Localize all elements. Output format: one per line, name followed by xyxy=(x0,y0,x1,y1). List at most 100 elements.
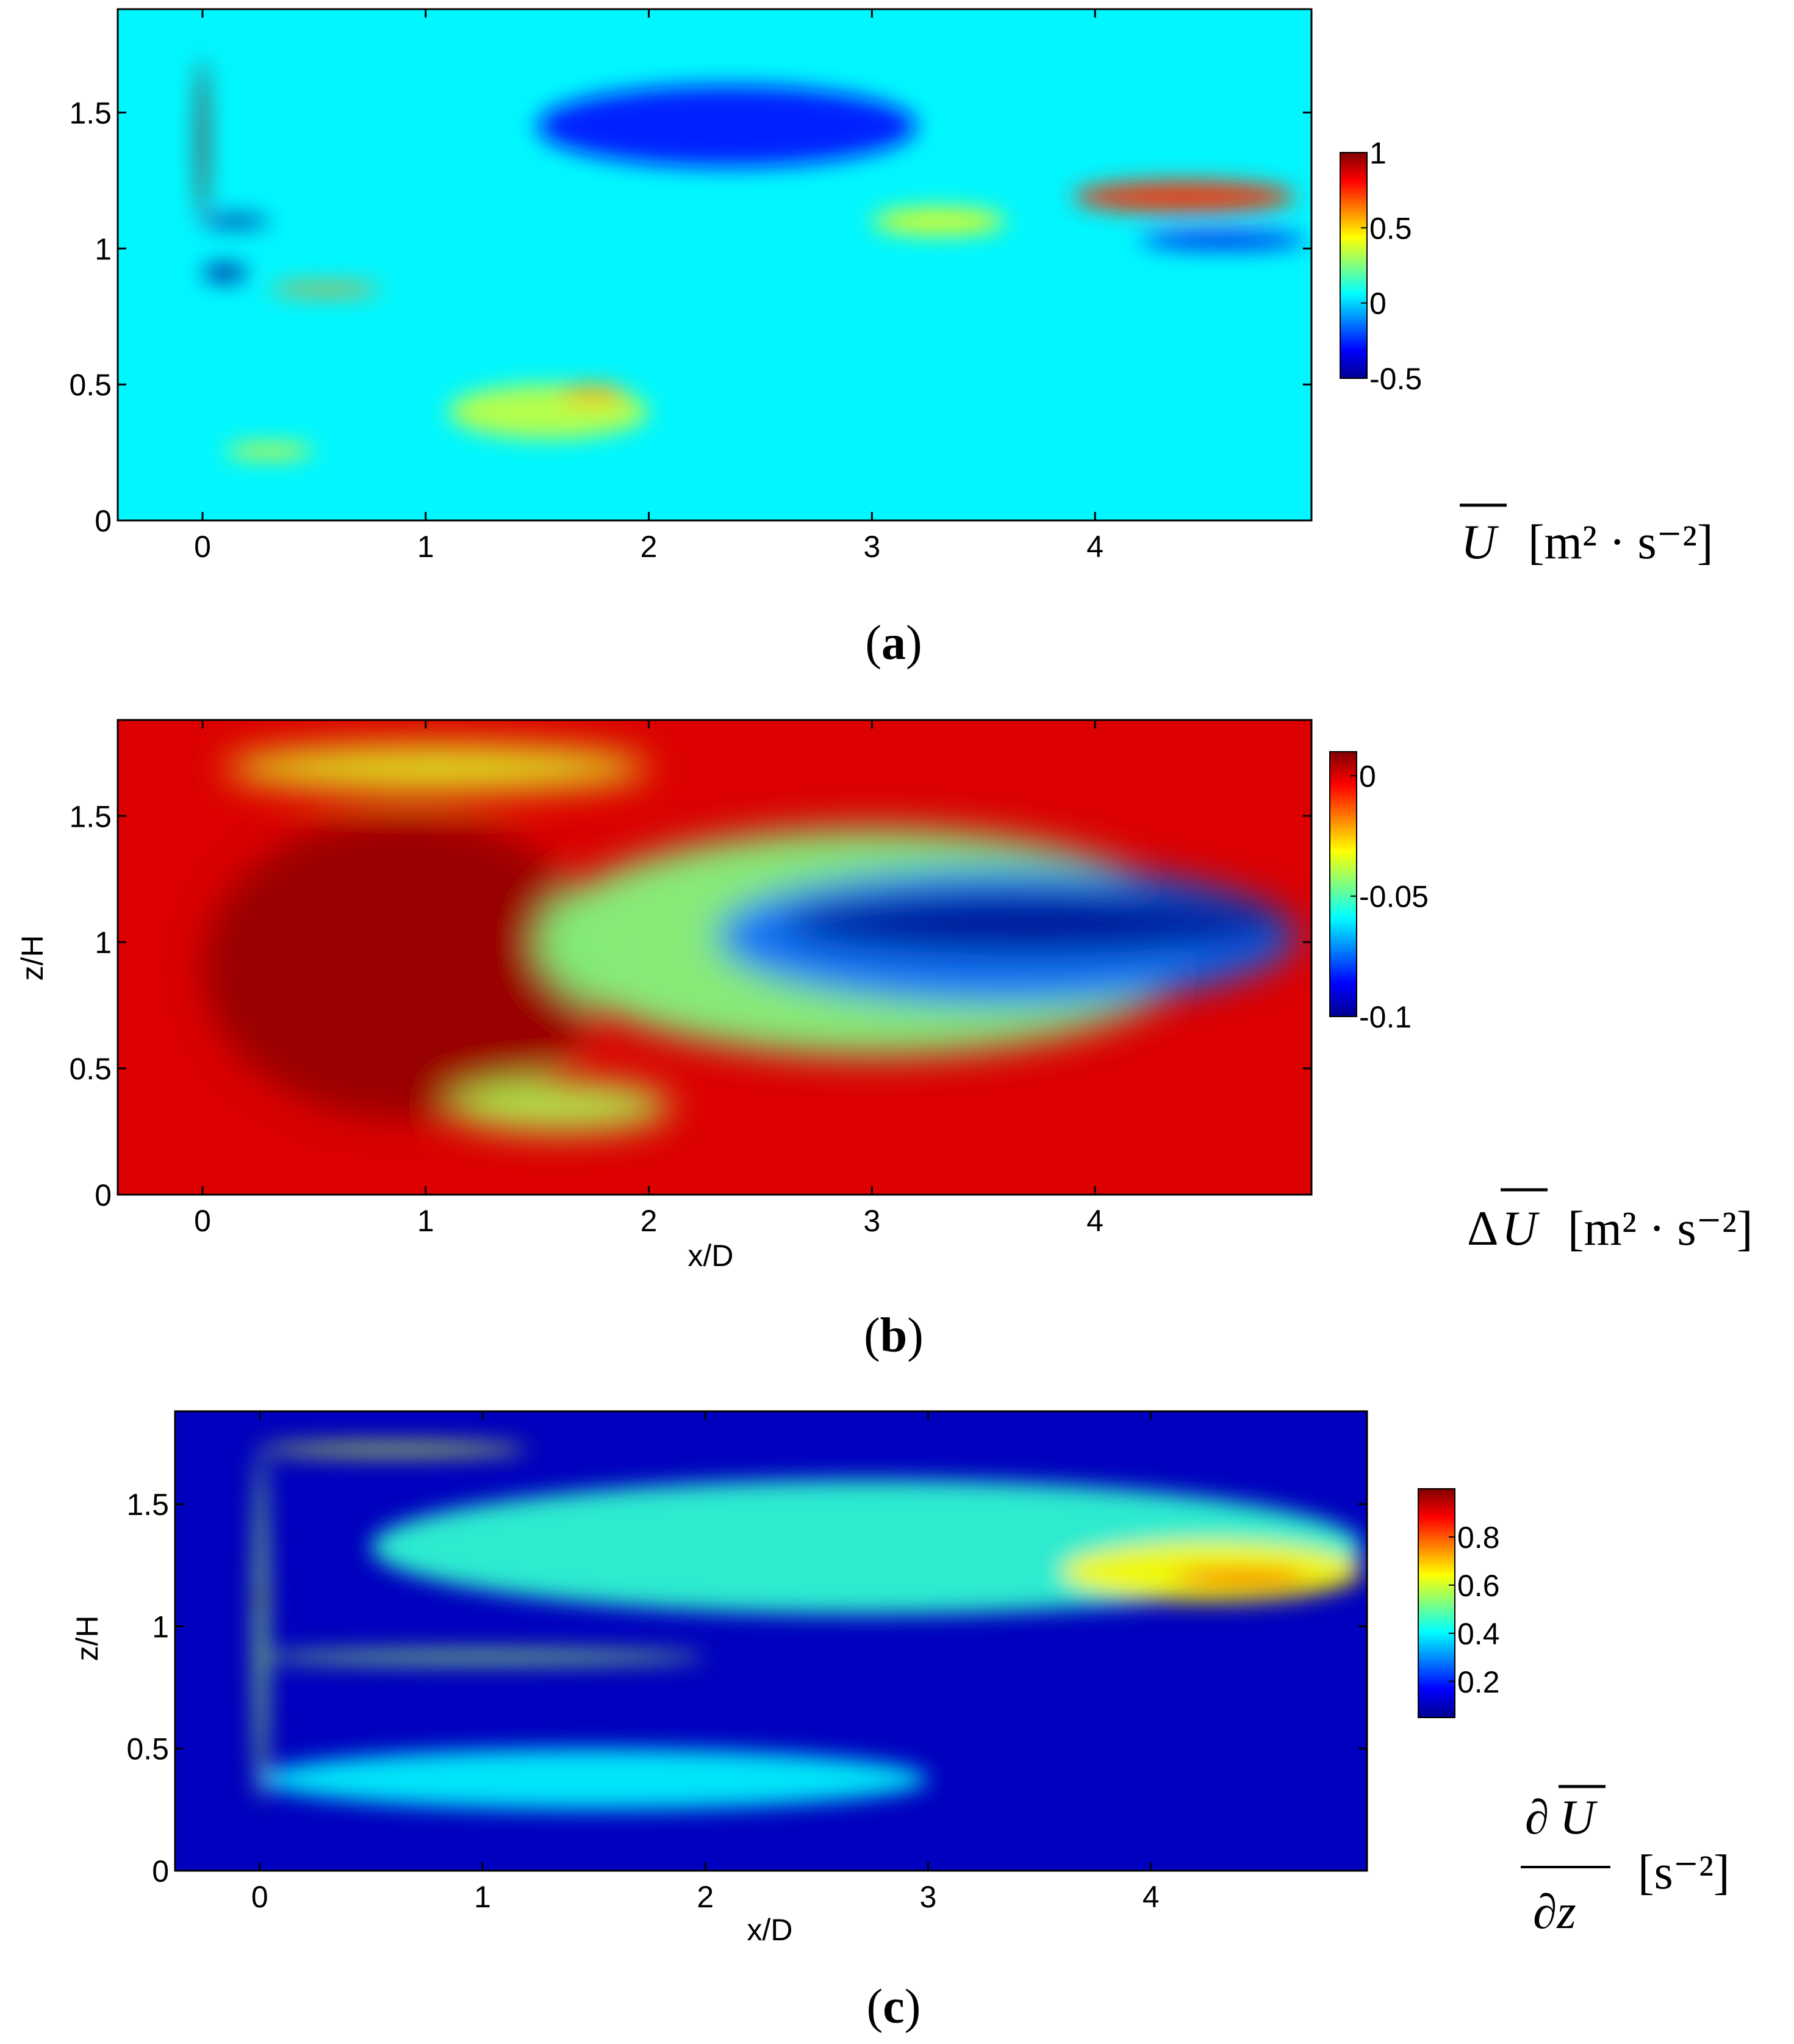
x-tick-label-b: 4 xyxy=(1086,1204,1103,1238)
x-tick-label-c: 2 xyxy=(697,1880,714,1914)
quantity-denominator-c: ∂z xyxy=(1533,1885,1576,1939)
heatmap-a xyxy=(118,9,1311,520)
heatmap-b-region-5 xyxy=(448,1081,672,1132)
axes-frame-c xyxy=(174,1410,1368,1872)
y-axis-label-c: z/H xyxy=(70,1616,104,1661)
x-axis-label-b: x/D xyxy=(688,1239,734,1273)
y-ticks-a: 0 0.5 1 1.5 xyxy=(69,96,1311,538)
heatmap-c-region-3 xyxy=(259,1650,706,1663)
heatmap-a-region-1 xyxy=(203,215,270,227)
quantity-symbol-a: U xyxy=(1461,516,1499,569)
colorbar-tick-label-c: 0.6 xyxy=(1457,1569,1500,1603)
y-tick-label-b: 0 xyxy=(95,1178,112,1212)
colorbar-tick-label-c: 0.8 xyxy=(1457,1520,1500,1555)
x-axis-label-c: x/D xyxy=(747,1913,793,1947)
x-tick-label-b: 1 xyxy=(417,1204,434,1238)
colorbar-tick-label-b: -0.05 xyxy=(1359,880,1429,914)
x-tick-label-c: 0 xyxy=(251,1880,268,1914)
x-tick-label-a: 0 xyxy=(194,530,211,564)
colorbar-b: -0.1 -0.05 0 xyxy=(1329,751,1429,1034)
heatmap-a-region-3 xyxy=(269,284,381,295)
heatmap-c xyxy=(175,1411,1367,1871)
quantity-prefix-c: ∂ xyxy=(1525,1791,1549,1844)
quantity-label-c: ∂ U ∂z [s⁻²] xyxy=(1521,1785,1730,1939)
axes-frame-a xyxy=(117,8,1313,522)
panel-b: 0 1 2 3 4 0 0.5 1 1.5 x/D z/H -0.1 -0.05 0 Δ U [m… xyxy=(15,719,1753,1362)
x-ticks-a: 0 1 2 3 4 xyxy=(194,9,1103,564)
colorbar-tick-label-a: 0 xyxy=(1369,287,1387,321)
y-ticks-c: 0 0.5 1 1.5 xyxy=(126,1488,1367,1888)
panel-a: 0 1 2 3 4 0 0.5 1 1.5 -0.5 0 0.5 1 U [m² · s⁻²] (a… xyxy=(69,8,1713,670)
colorbar-c-gradient xyxy=(1418,1488,1455,1718)
y-axis-label-b: z/H xyxy=(15,935,49,981)
caption-c: (c) xyxy=(867,1980,921,2034)
colorbar-tick-label-a: 0.5 xyxy=(1369,211,1412,245)
heatmap-a-region-0 xyxy=(198,58,207,221)
x-tick-label-b: 2 xyxy=(640,1204,658,1238)
heatmap-b-region-0 xyxy=(203,816,605,1119)
x-tick-label-a: 1 xyxy=(417,530,434,564)
heatmap-b-region-3 xyxy=(783,891,1285,955)
x-tick-label-a: 4 xyxy=(1086,530,1103,564)
quantity-units-b: [m² · s⁻²] xyxy=(1568,1202,1753,1256)
colorbar-tick-label-b: -0.1 xyxy=(1359,1000,1412,1034)
quantity-symbol-b: U xyxy=(1502,1202,1540,1256)
panel-c: 0 1 2 3 4 0 0.5 1 1.5 x/D z/H 0.2 0.4 0.6 0.8 ∂ U … xyxy=(70,1410,1730,2034)
colorbar-tick-label-a: 1 xyxy=(1369,136,1387,170)
y-tick-label-c: 1.5 xyxy=(126,1488,169,1522)
heatmap-a-region-8 xyxy=(872,207,1006,235)
y-tick-label-c: 0 xyxy=(152,1854,169,1888)
x-ticks-b: 0 1 2 3 4 xyxy=(194,720,1103,1238)
y-ticks-b: 0 0.5 1 1.5 xyxy=(69,799,1311,1212)
colorbar-a-gradient xyxy=(1340,152,1368,379)
quantity-symbol-c: U xyxy=(1560,1791,1598,1844)
heatmap-b-region-4 xyxy=(224,745,649,791)
y-tick-label-c: 0.5 xyxy=(126,1732,169,1766)
quantity-prefix-b: Δ xyxy=(1467,1202,1498,1256)
colorbar-b-gradient xyxy=(1329,751,1357,1017)
y-tick-label-c: 1 xyxy=(152,1610,169,1644)
heatmap-c-region-7 xyxy=(255,1594,271,1602)
quantity-units-c: [s⁻²] xyxy=(1638,1846,1730,1899)
heatmap-c-region-1 xyxy=(259,1443,528,1456)
colorbar-b-ticks: -0.1 -0.05 0 xyxy=(1351,759,1429,1034)
y-tick-label-a: 1 xyxy=(95,232,112,266)
heatmap-a-region-6 xyxy=(559,384,627,404)
heatmap-b xyxy=(118,720,1311,1195)
caption-b: (b) xyxy=(864,1309,924,1362)
x-tick-label-c: 4 xyxy=(1143,1880,1160,1914)
colorbar-tick-label-a: -0.5 xyxy=(1369,362,1422,396)
y-tick-label-a: 0 xyxy=(95,504,112,538)
x-tick-label-c: 3 xyxy=(920,1880,937,1914)
caption-a: (a) xyxy=(865,616,922,670)
heatmap-a-region-2 xyxy=(203,265,248,281)
colorbar-tick-label-c: 0.2 xyxy=(1457,1665,1500,1699)
x-tick-label-b: 3 xyxy=(863,1204,880,1238)
colorbar-a: -0.5 0 0.5 1 xyxy=(1340,136,1422,396)
colorbar-c: 0.2 0.4 0.6 0.8 xyxy=(1418,1488,1500,1718)
axes-frame-b xyxy=(117,719,1313,1196)
heatmap-a-region-9 xyxy=(1072,180,1296,214)
colorbar-c-ticks: 0.2 0.4 0.6 0.8 xyxy=(1449,1520,1500,1699)
x-tick-label-c: 1 xyxy=(474,1880,491,1914)
x-tick-label-a: 2 xyxy=(640,530,658,564)
colorbar-tick-label-c: 0.4 xyxy=(1457,1617,1500,1651)
y-tick-label-b: 0.5 xyxy=(69,1052,112,1086)
heatmap-c-region-6 xyxy=(1173,1570,1307,1585)
y-tick-label-a: 1.5 xyxy=(69,96,112,130)
y-tick-label-b: 1 xyxy=(95,926,112,960)
heatmap-c-region-0 xyxy=(255,1450,267,1802)
heatmap-a-region-7 xyxy=(537,85,917,167)
heatmap-c-region-4 xyxy=(259,1748,928,1810)
colorbar-a-ticks: -0.5 0 0.5 1 xyxy=(1361,136,1422,396)
y-tick-label-b: 1.5 xyxy=(69,799,112,833)
x-tick-label-b: 0 xyxy=(194,1204,211,1238)
quantity-label-b: Δ U [m² · s⁻²] xyxy=(1467,1188,1753,1256)
heatmap-a-region-4 xyxy=(224,444,314,458)
quantity-label-a: U [m² · s⁻²] xyxy=(1460,503,1713,569)
colorbar-tick-label-b: 0 xyxy=(1359,759,1376,793)
y-tick-label-a: 0.5 xyxy=(69,368,112,402)
heatmap-a-region-10 xyxy=(1139,232,1307,249)
x-tick-label-a: 3 xyxy=(863,530,880,564)
